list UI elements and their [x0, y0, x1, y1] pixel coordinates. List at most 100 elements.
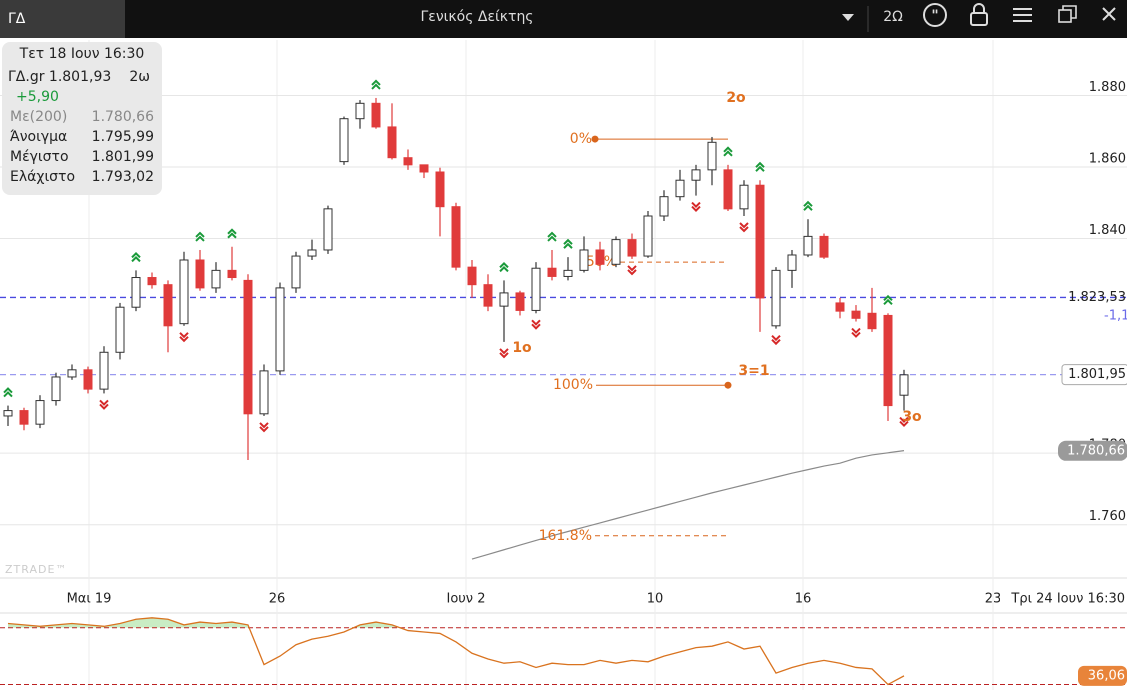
chevron: [195, 231, 205, 238]
candle-body: [371, 102, 381, 128]
candle-body: [707, 141, 717, 171]
x-tick-label: Μαι 19: [67, 592, 112, 607]
menu-icon[interactable]: [1013, 8, 1032, 22]
candle-body: [771, 269, 781, 327]
chevron: [3, 387, 13, 394]
candle-body: [291, 255, 301, 289]
candle-body: [899, 374, 909, 396]
candle-body: [403, 157, 413, 166]
candle-body: [243, 279, 253, 415]
candle-body: [83, 369, 93, 390]
info-interval: 2ω: [129, 69, 150, 85]
candle-body: [467, 266, 477, 286]
buy-signal: [883, 294, 893, 305]
candle-body: [147, 277, 157, 286]
chevron: [131, 255, 141, 263]
info-date: Τετ 18 Ιουν 16:30: [19, 46, 145, 62]
fib-label: 100%: [553, 377, 593, 393]
sell-signal: [99, 399, 109, 410]
y-tick-label: 1.760: [1089, 509, 1126, 524]
ma-tag-label: 1.780,66: [1067, 443, 1125, 458]
wave-label: 2ο: [726, 90, 746, 106]
oscillator-line: [7, 617, 905, 686]
fib-handle: [591, 135, 599, 143]
candle-body: [307, 249, 317, 257]
chevron: [499, 348, 509, 355]
dropdown-icon[interactable]: [842, 14, 854, 21]
crosshair-label: Τρι 24 Ιουν 16:30: [1010, 592, 1125, 607]
sell-signal: [739, 222, 749, 233]
candle-body: [563, 269, 573, 277]
candle-body: [803, 235, 813, 256]
candle-body: [419, 164, 429, 173]
y-tick-label: 1.880: [1089, 80, 1126, 95]
info-value: 1.795,99: [92, 129, 154, 145]
candle-body: [323, 208, 333, 251]
crosshair-box: [1000, 588, 1127, 610]
chevron: [883, 298, 893, 305]
tab-label: ΓΔ: [8, 11, 26, 27]
watermark: ZTRADE™: [5, 563, 67, 576]
oscillator-tag: [1078, 665, 1127, 686]
candle-body: [67, 369, 77, 378]
wave-label: 3=1: [738, 363, 769, 379]
chevron: [547, 231, 557, 238]
chevron: [195, 235, 205, 242]
sell-signal: [627, 265, 637, 276]
side-note: -1,1: [1104, 309, 1127, 324]
lock-icon[interactable]: [970, 3, 988, 26]
restore-icon[interactable]: [1058, 5, 1077, 23]
candle-body: [499, 292, 509, 307]
chevron: [371, 79, 381, 86]
buy-signal: [755, 161, 765, 172]
info-label: Με(200): [10, 109, 67, 125]
chevron: [771, 334, 781, 342]
interval-button[interactable]: 2Ω: [883, 9, 903, 25]
chevron: [883, 294, 893, 301]
buy-signal: [227, 228, 237, 239]
buy-signal: [131, 251, 141, 263]
chevron: [739, 222, 749, 229]
oscillator-tag-label: 36,06: [1088, 668, 1125, 683]
info-panel: [2, 42, 162, 195]
chevron: [771, 338, 781, 346]
wave-label: 1ο: [512, 340, 532, 356]
chevron: [499, 352, 509, 359]
candle-body: [51, 376, 61, 402]
comment-icon[interactable]: ": [923, 3, 947, 27]
chevron: [131, 251, 141, 259]
candle-body: [483, 284, 493, 307]
candle-body: [643, 215, 653, 257]
price-tag: [1061, 364, 1127, 386]
sell-signal: [691, 201, 701, 213]
candle-body: [131, 277, 141, 308]
chevron: [499, 261, 509, 269]
chevron: [563, 242, 573, 249]
candle-body: [627, 239, 637, 257]
chevron: [851, 327, 861, 334]
buy-signal: [3, 387, 13, 398]
candle-body: [19, 410, 29, 425]
sell-signal: [531, 319, 541, 330]
close-icon[interactable]: [1102, 7, 1116, 21]
sell-signal: [771, 334, 781, 346]
sell-signal: [899, 416, 909, 428]
title-bar: [0, 0, 1127, 38]
chevron: [259, 426, 269, 433]
svg-text:": ": [931, 8, 938, 24]
wave-label: 3ο: [902, 409, 922, 425]
chevron: [99, 403, 109, 410]
candle-body: [227, 269, 237, 279]
x-tick-label: 26: [269, 592, 286, 607]
y-tick-label: 1.860: [1089, 151, 1126, 166]
sell-signal: [179, 332, 189, 343]
candle-body: [883, 314, 893, 407]
tab[interactable]: [0, 0, 125, 38]
y-tick-label: 1.840: [1089, 223, 1126, 238]
chevron: [691, 201, 701, 209]
info-label: Άνοιγμα: [10, 129, 67, 145]
sell-signal: [851, 327, 861, 338]
candle-body: [515, 292, 525, 311]
candle-body: [755, 184, 765, 299]
